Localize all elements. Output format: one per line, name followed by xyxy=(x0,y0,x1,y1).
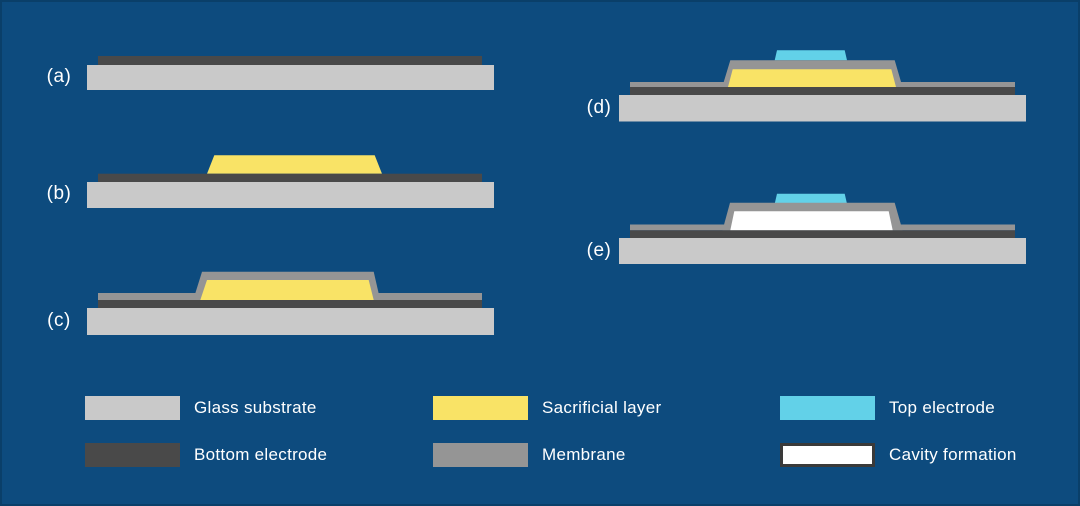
bottom-electrode-layer xyxy=(98,56,482,65)
legend-item-top-electrode: Top electrode xyxy=(780,396,995,420)
glass-substrate-layer xyxy=(87,308,494,335)
legend-item-membrane: Membrane xyxy=(433,443,626,467)
bottom-electrode-layer xyxy=(630,87,1015,95)
panel-d-label: (d) xyxy=(586,97,612,118)
legend-label: Bottom electrode xyxy=(194,445,328,464)
bottom-electrode-swatch xyxy=(85,443,180,467)
legend-item-bottom-electrode: Bottom electrode xyxy=(85,443,327,467)
sacrificial-layer-shape xyxy=(207,155,382,174)
legend-item-cavity-formation: Cavity formation xyxy=(780,443,1017,467)
sacrificial-layer-shape xyxy=(728,69,896,87)
glass-substrate-layer xyxy=(619,95,1026,122)
cavity-formation-swatch xyxy=(780,443,875,467)
legend-label: Cavity formation xyxy=(889,445,1017,464)
panel-a-label: (a) xyxy=(46,66,72,87)
cavity-shape xyxy=(730,211,893,231)
sacrificial-layer-shape xyxy=(200,280,374,300)
legend-label: Sacrificial layer xyxy=(542,398,662,417)
legend-label: Glass substrate xyxy=(194,398,317,417)
panel-b-label: (b) xyxy=(46,183,72,204)
bottom-electrode-layer xyxy=(98,300,482,308)
bottom-electrode-layer xyxy=(98,173,482,182)
bottom-electrode-layer xyxy=(630,230,1015,238)
panel-b-diagram xyxy=(87,155,494,208)
legend-label: Membrane xyxy=(542,445,626,464)
panel-c-diagram xyxy=(87,271,494,335)
glass-substrate-layer xyxy=(619,238,1026,264)
legend-item-sacrificial-layer: Sacrificial layer xyxy=(433,396,661,420)
glass-substrate-layer xyxy=(87,182,494,208)
panel-a-diagram xyxy=(87,56,494,90)
glass-substrate-layer xyxy=(87,65,494,90)
top-electrode-swatch xyxy=(780,396,875,420)
legend-label: Top electrode xyxy=(889,398,995,417)
panel-e-label: (e) xyxy=(586,240,612,261)
panel-e-diagram xyxy=(619,193,1026,264)
sacrificial-layer-swatch xyxy=(433,396,528,420)
membrane-swatch xyxy=(433,443,528,467)
top-electrode-shape xyxy=(774,50,847,61)
top-electrode-shape xyxy=(774,193,847,204)
legend-item-glass-substrate: Glass substrate xyxy=(85,396,317,420)
panel-c-label: (c) xyxy=(47,310,71,331)
panel-d-diagram xyxy=(619,50,1026,122)
glass-substrate-swatch xyxy=(85,396,180,420)
